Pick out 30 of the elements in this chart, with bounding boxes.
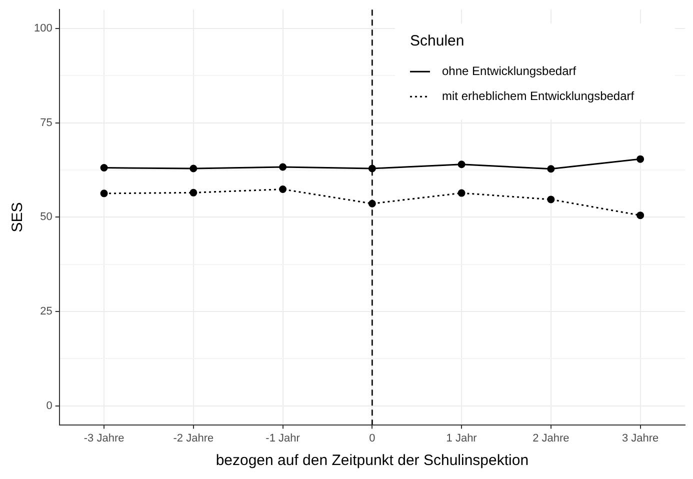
point <box>636 212 644 220</box>
point <box>279 163 287 171</box>
point <box>636 155 644 163</box>
point <box>458 189 466 197</box>
point <box>547 196 555 204</box>
point <box>190 188 198 196</box>
legend-label: mit erheblichem Entwicklungsbedarf <box>442 88 635 103</box>
y-tick-label: 50 <box>40 211 52 224</box>
point <box>100 190 108 198</box>
x-tick-label: -2 Jahre <box>173 432 214 444</box>
x-tick-label: 0 <box>369 432 376 444</box>
x-tick-label: -3 Jahre <box>84 432 124 444</box>
x-axis-title: bezogen auf den Zeitpunkt der Schulinspektion <box>216 452 529 470</box>
x-tick-label: 2 Jahre <box>532 432 570 444</box>
legend-title: Schulen <box>410 32 464 50</box>
x-tick-label: 3 Jahre <box>622 432 659 444</box>
legend-label: ohne Entwicklungsbedarf <box>442 64 577 78</box>
point <box>547 165 555 173</box>
point <box>190 164 198 172</box>
point <box>368 164 376 172</box>
point <box>458 160 466 168</box>
x-tick-label: -1 Jahr <box>266 432 300 444</box>
point <box>100 164 108 172</box>
y-tick-label: 0 <box>46 400 52 412</box>
y-axis-title: SES <box>9 202 26 232</box>
y-tick-label: 100 <box>34 22 52 35</box>
y-tick-label: 75 <box>40 116 52 129</box>
y-tick-label: 25 <box>40 306 52 318</box>
point <box>279 186 287 194</box>
x-tick-label: 1 Jahr <box>446 432 478 444</box>
